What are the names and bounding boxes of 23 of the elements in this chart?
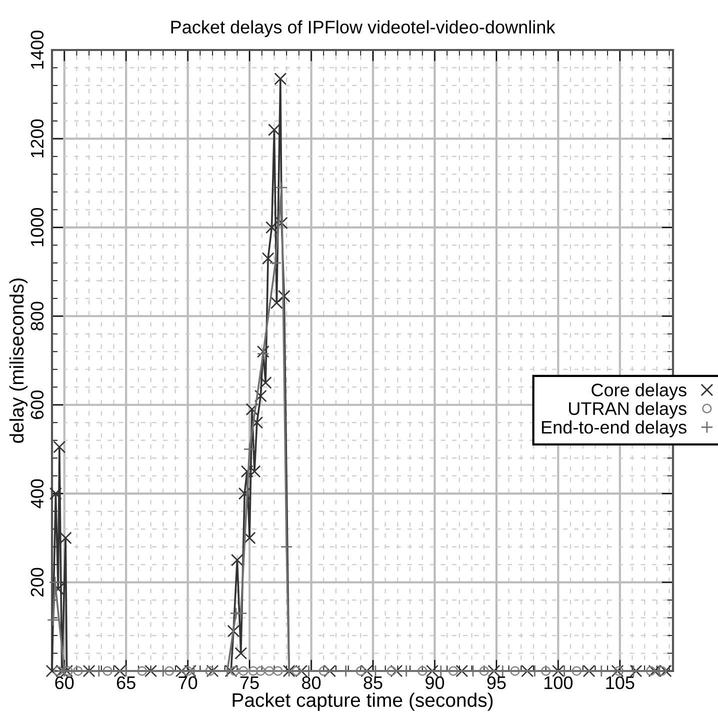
y-tick-label: 1400 (30, 30, 44, 69)
x-tick-label: 70 (178, 676, 198, 690)
x-tick-label: 60 (55, 676, 74, 690)
x-tick-label: 105 (606, 676, 634, 690)
legend-label: End-to-end delays (542, 420, 686, 438)
x-tick-label: 80 (302, 676, 321, 690)
x-axis-title: Packet capture time (seconds) (232, 692, 493, 711)
y-tick-label: 600 (30, 390, 44, 419)
chart-title: Packet delays of IPFlow videotel-video-downlink (171, 20, 556, 38)
y-tick-label: 1000 (30, 208, 44, 246)
y-axis-title: delay (miliseconds) (9, 278, 28, 443)
x-tick-label: 75 (240, 676, 259, 690)
y-tick-label: 200 (30, 568, 44, 596)
x-tick-label: 90 (426, 676, 444, 690)
x-tick-label: 95 (487, 676, 506, 690)
y-tick-label: 1200 (30, 119, 44, 158)
x-tick-label: 65 (116, 676, 136, 690)
y-tick-label: 400 (30, 479, 44, 508)
legend-label: Core delays (592, 383, 686, 400)
x-tick-label: 100 (544, 676, 573, 690)
y-tick-label: 800 (30, 302, 44, 330)
legend-label: UTRAN delays (569, 402, 686, 419)
x-tick-label: 85 (364, 676, 382, 690)
